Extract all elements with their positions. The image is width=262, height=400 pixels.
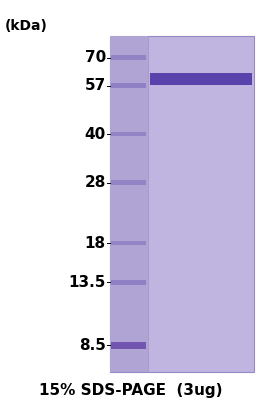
Text: 57: 57 xyxy=(85,78,106,93)
Text: 70: 70 xyxy=(85,50,106,65)
Text: 13.5: 13.5 xyxy=(68,275,106,290)
Text: 40: 40 xyxy=(85,126,106,142)
Text: 18: 18 xyxy=(85,236,106,250)
Text: 28: 28 xyxy=(84,175,106,190)
Text: 15% SDS-PAGE  (3ug): 15% SDS-PAGE (3ug) xyxy=(39,383,223,398)
Text: (kDa): (kDa) xyxy=(5,19,48,33)
Text: 8.5: 8.5 xyxy=(79,338,106,353)
